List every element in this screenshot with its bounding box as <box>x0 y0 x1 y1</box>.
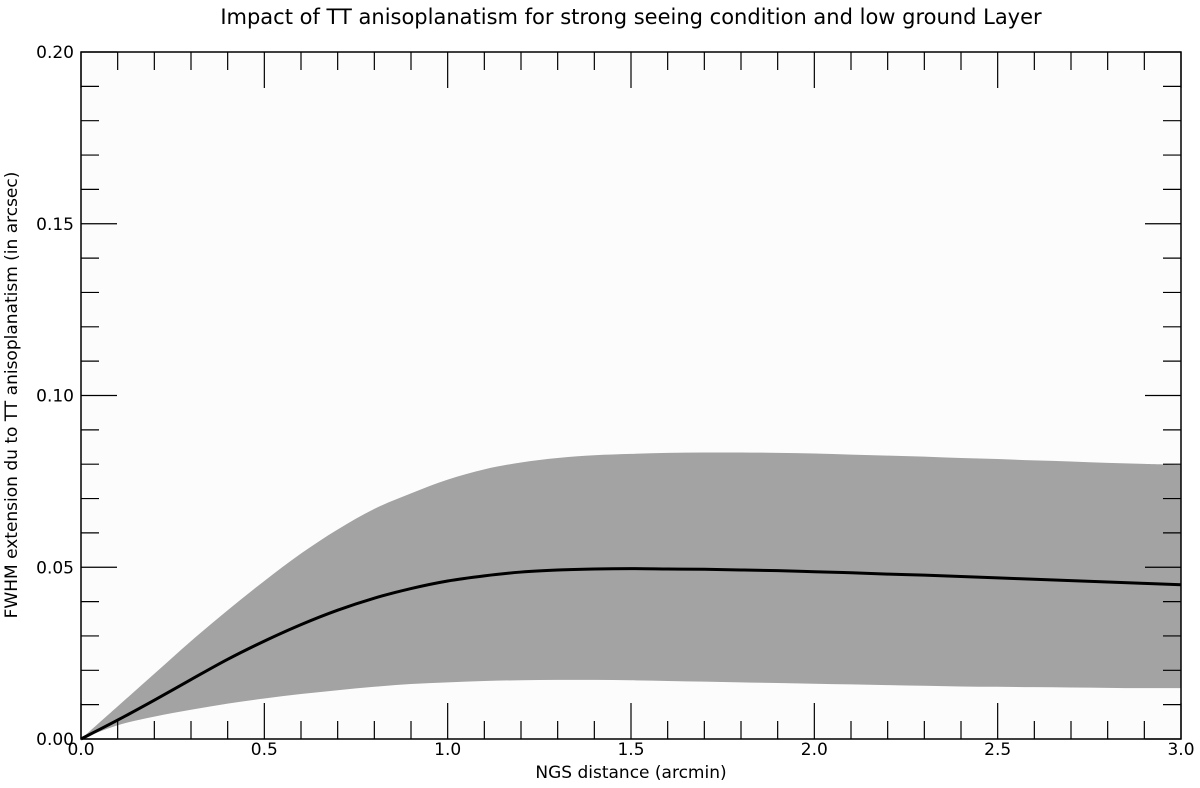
x-tick-label: 3.0 <box>1167 740 1194 760</box>
y-tick-label: 0.05 <box>36 558 74 578</box>
x-tick-label: 2.0 <box>801 740 828 760</box>
x-tick-label: 1.0 <box>434 740 461 760</box>
x-axis-title: NGS distance (arcmin) <box>535 763 726 783</box>
x-tick-label: 2.5 <box>984 740 1011 760</box>
axis-ticks <box>80 51 1182 740</box>
x-tick-label: 0.0 <box>67 740 94 760</box>
y-tick-label: 0.15 <box>36 215 74 235</box>
confidence-band-layer <box>81 452 1181 739</box>
mean-series-line <box>80 567 1182 741</box>
y-tick-label: 0.00 <box>36 730 74 750</box>
y-axis-title: FWHM extension du to TT anisoplanatism (… <box>2 172 22 619</box>
tick-labels: 0.0 0.5 1.0 1.5 2.0 2.5 3.0 0.00 0.05 0.10 0.15 0.2… <box>36 43 1194 760</box>
chart-title: Impact of TT anisoplanatism for strong s… <box>220 5 1042 29</box>
x-tick-label: 0.5 <box>251 740 278 760</box>
y-tick-label: 0.10 <box>36 387 74 407</box>
series-line-layer <box>80 567 1182 741</box>
confidence-band <box>81 452 1181 739</box>
y-tick-label: 0.20 <box>36 43 74 63</box>
x-tick-label: 1.5 <box>617 740 644 760</box>
